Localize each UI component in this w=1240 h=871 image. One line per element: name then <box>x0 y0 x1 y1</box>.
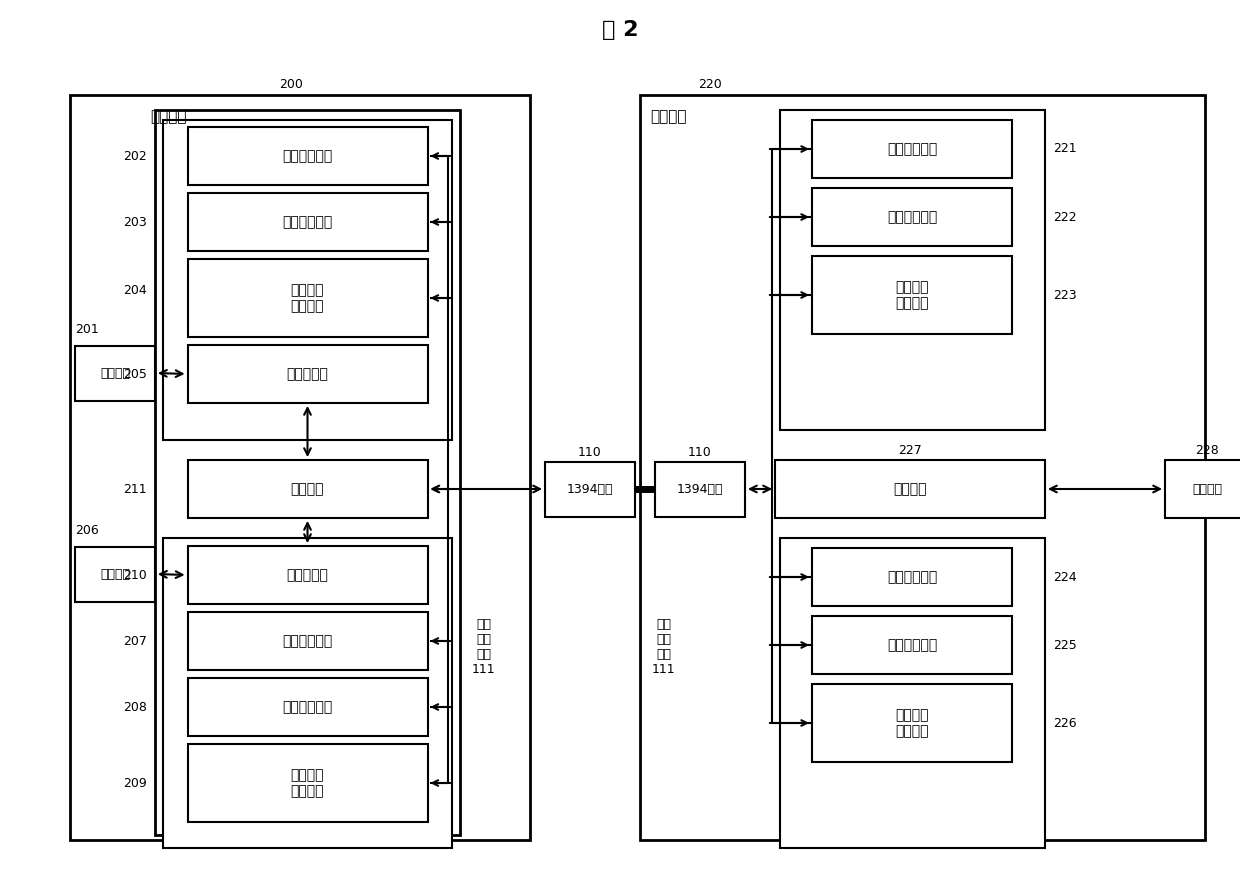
Bar <box>74 346 155 401</box>
Bar <box>812 616 1012 674</box>
Text: 文件系统
管理单元: 文件系统 管理单元 <box>895 708 929 738</box>
Bar <box>812 684 1012 762</box>
Text: 1394接口: 1394接口 <box>567 483 614 496</box>
Bar <box>69 95 529 840</box>
Bar <box>655 462 745 517</box>
Text: 媒体管理单元: 媒体管理单元 <box>887 142 937 156</box>
Text: 221: 221 <box>1053 143 1076 156</box>
Text: 控制单元: 控制单元 <box>290 482 324 496</box>
Bar <box>812 548 1012 606</box>
Bar <box>187 345 428 403</box>
Bar <box>187 259 428 337</box>
Text: 媒体驱动器: 媒体驱动器 <box>286 568 329 582</box>
Text: 受控设备: 受控设备 <box>150 110 186 125</box>
Text: 110: 110 <box>688 445 712 458</box>
Text: 内容管理单元: 内容管理单元 <box>887 638 937 652</box>
Text: 图 2: 图 2 <box>601 20 639 40</box>
Bar <box>775 460 1045 518</box>
Text: 201: 201 <box>74 323 99 336</box>
Text: 控制单元: 控制单元 <box>893 482 926 496</box>
Bar <box>1166 460 1240 518</box>
Text: 207: 207 <box>123 634 148 647</box>
Text: 存储媒体: 存储媒体 <box>100 367 130 380</box>
Text: 媒体管理单元: 媒体管理单元 <box>887 570 937 584</box>
Text: 文件系统
管理单元: 文件系统 管理单元 <box>895 280 929 310</box>
Text: 媒体
管理
部分
111: 媒体 管理 部分 111 <box>472 618 496 676</box>
Text: 220: 220 <box>698 78 722 91</box>
Text: 228: 228 <box>1195 443 1219 456</box>
Bar <box>812 188 1012 246</box>
Text: 媒体驱动器: 媒体驱动器 <box>286 367 329 381</box>
Bar <box>162 538 453 848</box>
Text: 206: 206 <box>74 524 99 537</box>
Text: 内容管理单元: 内容管理单元 <box>283 700 332 714</box>
Bar <box>546 462 635 517</box>
Text: 225: 225 <box>1053 638 1076 652</box>
Text: 203: 203 <box>123 215 148 228</box>
Bar <box>187 546 428 604</box>
Text: 227: 227 <box>898 443 921 456</box>
Text: 110: 110 <box>578 445 601 458</box>
Text: 224: 224 <box>1053 571 1076 584</box>
Text: 存储媒体: 存储媒体 <box>100 568 130 581</box>
Bar <box>187 127 428 185</box>
Bar <box>187 678 428 736</box>
Text: 内容管理单元: 内容管理单元 <box>283 215 332 229</box>
Text: 媒体管理单元: 媒体管理单元 <box>283 634 332 648</box>
Text: 204: 204 <box>123 283 148 296</box>
Text: 222: 222 <box>1053 211 1076 224</box>
Text: 内容管理单元: 内容管理单元 <box>887 210 937 224</box>
Text: 媒体管理单元: 媒体管理单元 <box>283 149 332 163</box>
Text: 226: 226 <box>1053 717 1076 730</box>
Bar <box>780 538 1045 848</box>
Text: 文件系统
管理单元: 文件系统 管理单元 <box>290 768 324 798</box>
Bar <box>74 547 155 602</box>
Text: 媒体
管理
部分
111: 媒体 管理 部分 111 <box>652 618 676 676</box>
Bar <box>187 612 428 670</box>
Bar <box>155 110 460 835</box>
Text: 209: 209 <box>123 777 148 789</box>
Text: 202: 202 <box>123 150 148 163</box>
Bar <box>187 460 428 518</box>
Text: 205: 205 <box>123 368 148 381</box>
Bar <box>162 120 453 440</box>
Bar <box>812 256 1012 334</box>
Bar <box>780 110 1045 430</box>
Bar <box>187 193 428 251</box>
Text: 211: 211 <box>123 483 148 496</box>
Text: 显示单元: 显示单元 <box>1193 483 1223 496</box>
Text: 文件系统
管理单元: 文件系统 管理单元 <box>290 283 324 313</box>
Bar <box>640 95 1205 840</box>
Text: 208: 208 <box>123 700 148 713</box>
Text: 210: 210 <box>123 569 148 582</box>
Text: 1394接口: 1394接口 <box>677 483 723 496</box>
Bar <box>812 120 1012 178</box>
Bar <box>187 744 428 822</box>
Text: 223: 223 <box>1053 288 1076 301</box>
Text: 200: 200 <box>279 78 303 91</box>
Text: 控制设备: 控制设备 <box>650 110 687 125</box>
